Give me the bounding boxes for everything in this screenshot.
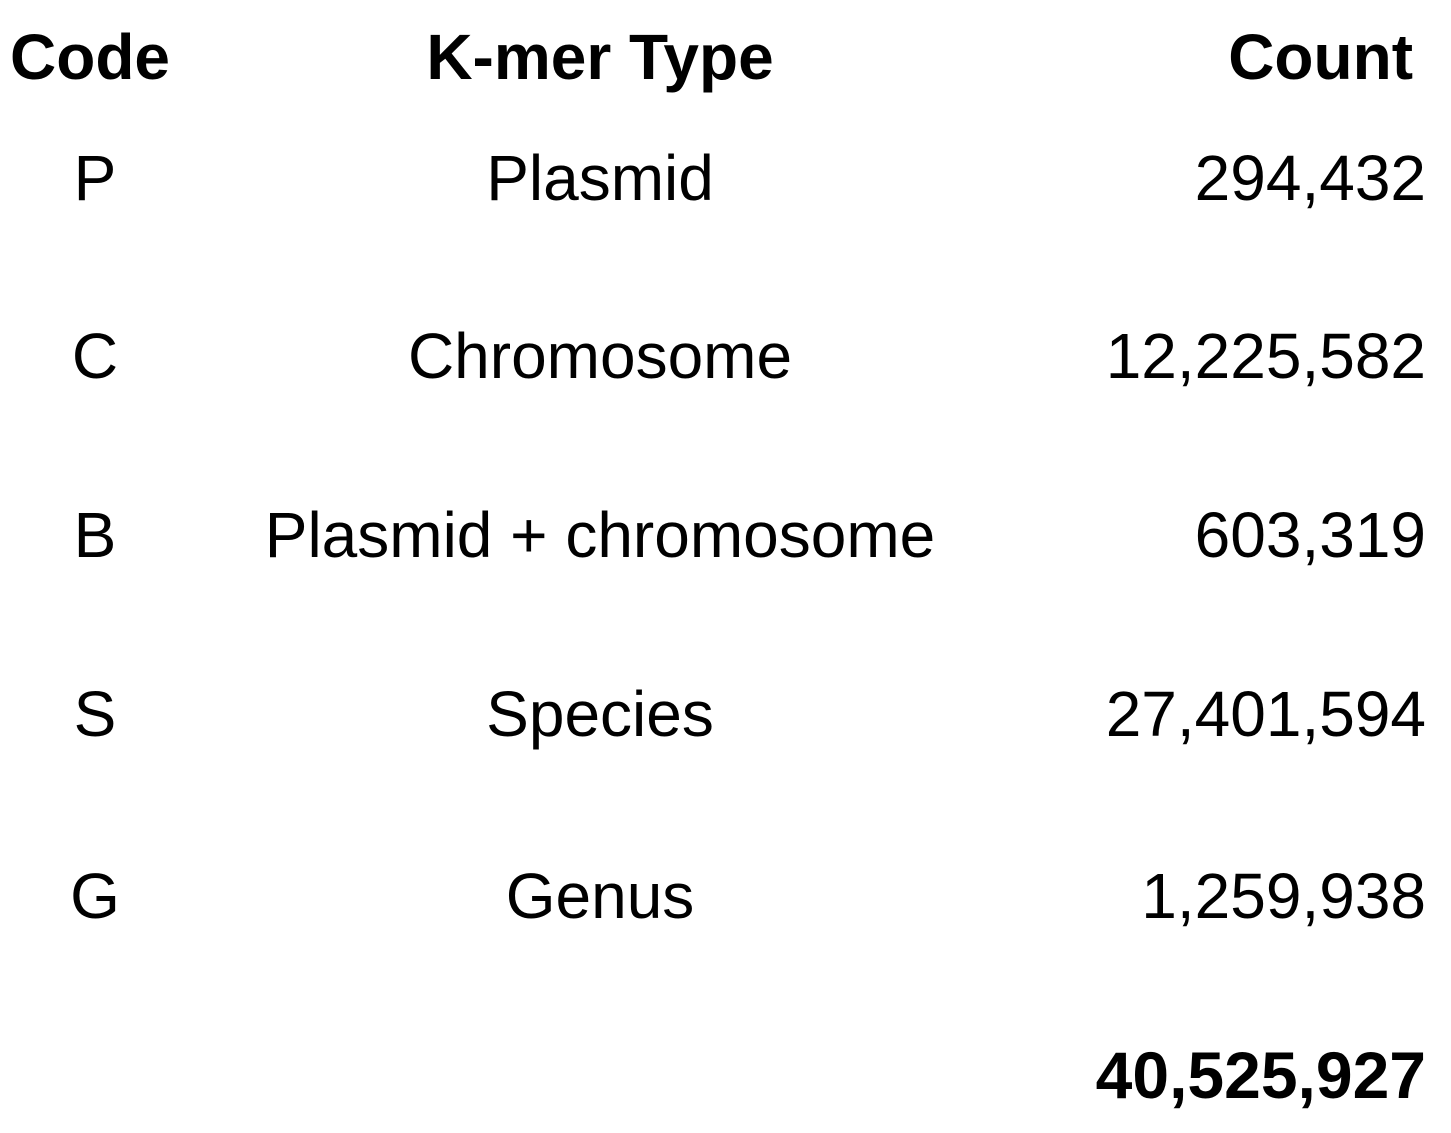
column-header-kmer-type: K-mer Type bbox=[426, 21, 774, 93]
row-kmer-type: Genus bbox=[505, 860, 695, 932]
table-row: G Genus 1,259,938 bbox=[0, 841, 1451, 951]
row-code: S bbox=[73, 678, 117, 750]
row-count: 12,225,582 bbox=[1105, 320, 1426, 392]
table-total-row: 40,525,927 bbox=[0, 1020, 1451, 1130]
row-kmer-type: Species bbox=[486, 678, 714, 750]
row-code: B bbox=[73, 499, 117, 571]
row-count: 603,319 bbox=[1194, 499, 1426, 571]
row-count: 1,259,938 bbox=[1141, 860, 1426, 932]
column-header-count: Count bbox=[1228, 21, 1413, 93]
table-row: P Plasmid 294,432 bbox=[0, 123, 1451, 233]
table-header-row: Code K-mer Type Count bbox=[0, 2, 1451, 112]
row-count: 27,401,594 bbox=[1105, 678, 1426, 750]
table-row: S Species 27,401,594 bbox=[0, 659, 1451, 769]
row-kmer-type: Plasmid + chromosome bbox=[264, 499, 936, 571]
row-code: C bbox=[71, 320, 119, 392]
total-count: 40,525,927 bbox=[1095, 1038, 1426, 1112]
row-count: 294,432 bbox=[1194, 142, 1426, 214]
table-row: C Chromosome 12,225,582 bbox=[0, 301, 1451, 411]
table-row: B Plasmid + chromosome 603,319 bbox=[0, 480, 1451, 590]
row-kmer-type: Plasmid bbox=[486, 142, 714, 214]
row-code: P bbox=[73, 142, 117, 214]
row-code: G bbox=[70, 860, 120, 932]
row-kmer-type: Chromosome bbox=[407, 320, 793, 392]
column-header-code: Code bbox=[10, 21, 170, 93]
